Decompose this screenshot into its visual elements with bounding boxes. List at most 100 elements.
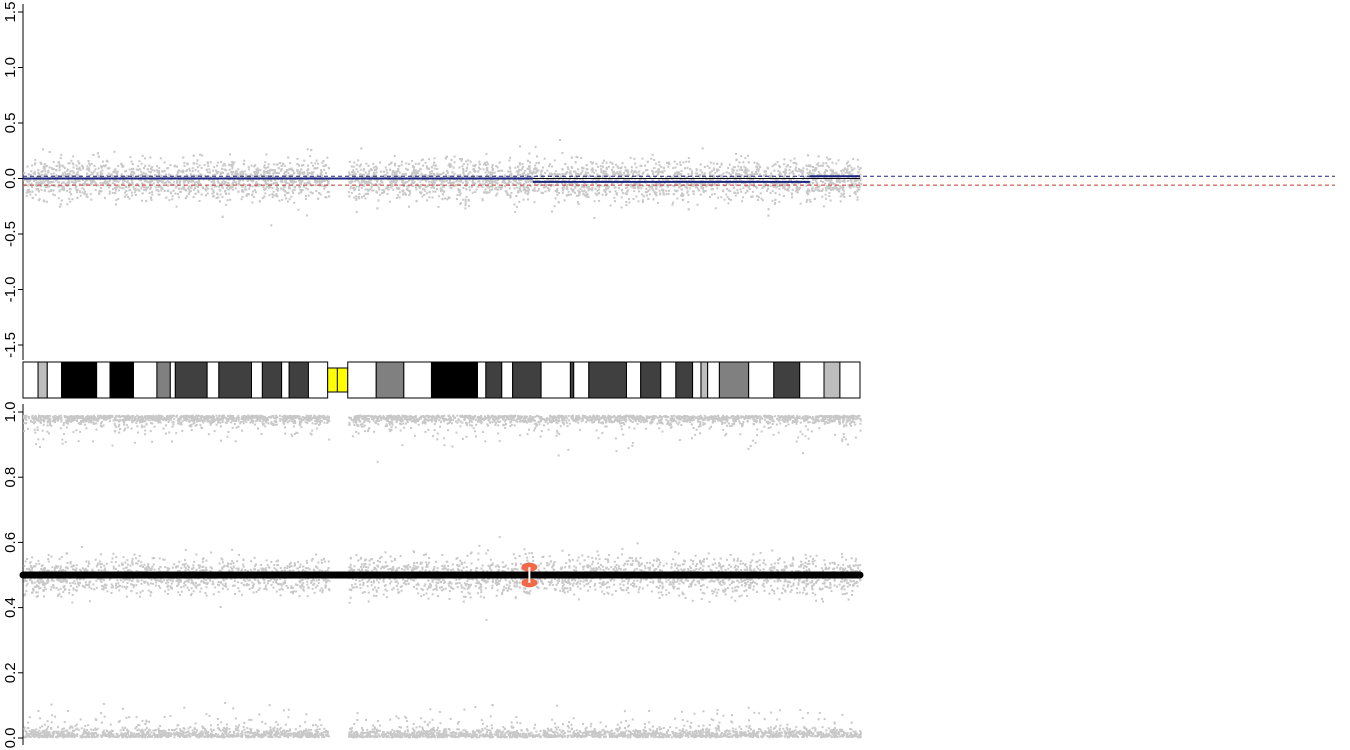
- log-ratio-point: [422, 164, 425, 167]
- log-ratio-point: [194, 168, 197, 171]
- log-ratio-point: [350, 180, 353, 182]
- log-ratio-point: [33, 170, 36, 173]
- log-ratio-point: [634, 162, 637, 165]
- log-ratio-point: [352, 165, 355, 168]
- log-ratio-point: [216, 161, 219, 164]
- log-ratio-point: [783, 163, 786, 166]
- log-ratio-point: [302, 172, 304, 175]
- log-ratio-point: [324, 178, 327, 181]
- log-ratio-point: [377, 186, 380, 189]
- log-ratio-point: [301, 171, 304, 174]
- log-ratio-point: [650, 186, 653, 189]
- log-ratio-point: [176, 181, 179, 184]
- log-ratio-point: [743, 165, 746, 168]
- log-ratio-point: [196, 166, 199, 169]
- log-ratio-point: [425, 165, 428, 168]
- log-ratio-point: [296, 157, 299, 160]
- log-ratio-point: [692, 190, 695, 193]
- log-ratio-point: [731, 170, 734, 173]
- log-ratio-point: [574, 186, 577, 189]
- log-ratio-point: [668, 163, 671, 165]
- log-ratio-point: [826, 156, 829, 159]
- log-ratio-point: [485, 168, 488, 170]
- log-ratio-point: [369, 169, 372, 171]
- log-ratio-point: [79, 191, 81, 194]
- log-ratio-point: [169, 174, 172, 176]
- log-ratio-point: [220, 161, 222, 164]
- log-ratio-point: [584, 172, 587, 175]
- log-ratio-point: [816, 174, 819, 177]
- log-ratio-point: [165, 196, 168, 199]
- log-ratio-point: [489, 175, 491, 178]
- log-ratio-point: [451, 171, 454, 174]
- log-ratio-point: [460, 158, 463, 161]
- log-ratio-point: [411, 172, 414, 174]
- log-ratio-point: [264, 182, 267, 185]
- log-ratio-point: [563, 199, 566, 202]
- log-ratio-point: [106, 174, 108, 177]
- log-ratio-point: [426, 199, 429, 202]
- log-ratio-point: [591, 186, 594, 189]
- log-ratio-point: [482, 191, 485, 194]
- log-ratio-point: [254, 172, 256, 175]
- log-ratio-point: [231, 161, 234, 163]
- log-ratio-point: [628, 173, 630, 176]
- log-ratio-point: [583, 186, 586, 189]
- log-ratio-point: [631, 169, 633, 172]
- log-ratio-point: [779, 166, 782, 169]
- log-ratio-point: [440, 190, 442, 193]
- log-ratio-point: [61, 182, 63, 185]
- log-ratio-point: [365, 162, 368, 165]
- log-ratio-point: [716, 176, 719, 179]
- log-ratio-point: [75, 185, 78, 188]
- log-ratio-point: [171, 175, 173, 178]
- log-ratio-point: [178, 169, 181, 172]
- log-ratio-point: [758, 168, 760, 171]
- log-ratio-point: [663, 181, 666, 184]
- log-ratio-point: [55, 179, 58, 182]
- log-ratio-point: [849, 186, 852, 189]
- log-ratio-point: [691, 170, 693, 173]
- log-ratio-point: [821, 195, 824, 198]
- log-ratio-point: [831, 169, 834, 172]
- log-ratio-point: [50, 189, 53, 192]
- log-ratio-point: [767, 214, 770, 217]
- log-ratio-point: [220, 171, 223, 174]
- log-ratio-point: [605, 187, 608, 190]
- log-ratio-point: [618, 173, 621, 176]
- log-ratio-point: [210, 187, 213, 190]
- log-ratio-point: [355, 163, 358, 166]
- log-ratio-point: [224, 192, 227, 195]
- log-ratio-point: [182, 175, 185, 178]
- log-ratio-point: [796, 170, 799, 173]
- log-ratio-point: [267, 166, 270, 169]
- log-ratio-point: [744, 182, 747, 184]
- log-ratio-point: [51, 181, 54, 184]
- log-ratio-point: [365, 181, 368, 184]
- log-ratio-point: [252, 190, 254, 193]
- log-ratio-point: [621, 192, 624, 195]
- log-ratio-point: [149, 167, 152, 170]
- log-ratio-point: [766, 189, 768, 192]
- log-ratio-point: [785, 176, 788, 179]
- log-ratio-point: [137, 169, 140, 171]
- log-ratio-point: [557, 176, 560, 179]
- log-ratio-point: [57, 197, 60, 200]
- log-ratio-point: [101, 165, 103, 168]
- log-ratio-point: [404, 182, 406, 185]
- log-ratio-point: [556, 174, 559, 177]
- log-ratio-point: [544, 190, 547, 193]
- log-ratio-point: [762, 184, 765, 187]
- log-ratio-point: [91, 180, 94, 183]
- log-ratio-point: [673, 189, 676, 192]
- log-ratio-point: [97, 155, 100, 158]
- log-ratio-point: [521, 167, 524, 170]
- log-ratio-point: [488, 186, 491, 189]
- log-ratio-point: [679, 164, 682, 166]
- log-ratio-point: [658, 189, 661, 192]
- log-ratio-point: [326, 179, 329, 181]
- log-ratio-point: [316, 174, 319, 177]
- log-ratio-point: [374, 174, 377, 177]
- log-ratio-point: [808, 171, 811, 174]
- log-ratio-point: [725, 182, 728, 185]
